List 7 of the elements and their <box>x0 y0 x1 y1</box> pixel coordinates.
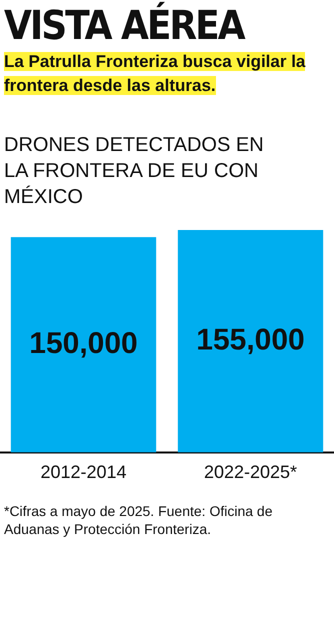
x-tick-label: 2022-2025* <box>204 462 298 482</box>
y-axis-title: DRONES DETECTADOS EN LA FRONTERA DE EU CON MÉXICO <box>4 133 265 210</box>
text: *Cifras a mayo de 2025. Fuente: Oficina de Aduanas y Protección Fronteriza. <box>4 502 274 538</box>
data-label: 150,000 <box>29 327 138 360</box>
x-tick-label: 2012-2014 <box>40 462 127 482</box>
data-label: 155,000 <box>196 323 305 356</box>
chart-title: VISTA AÉREA <box>4 3 246 49</box>
